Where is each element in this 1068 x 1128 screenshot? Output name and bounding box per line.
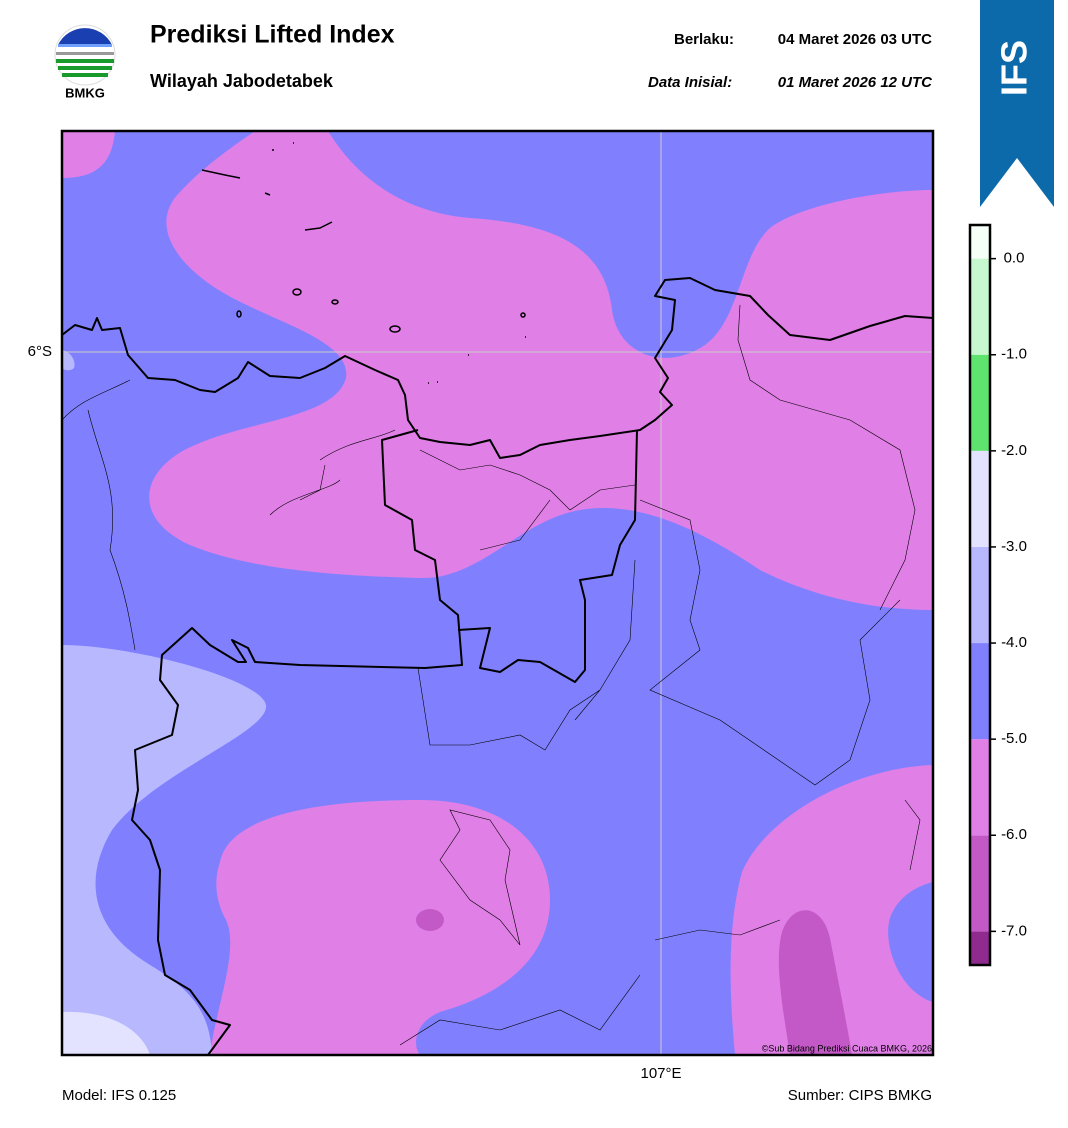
model: Model: IFS 0.125: [62, 1087, 176, 1104]
colorbar-tick-label: -2.0: [1001, 442, 1027, 459]
title: Prediksi Lifted Index: [150, 21, 395, 49]
logo-text: BMKG: [65, 85, 105, 100]
colorbar-tick-label: -1.0: [1001, 346, 1027, 363]
field: [62, 350, 75, 371]
colorbar-bin: [970, 546, 990, 644]
province-border: [131, 429, 463, 1055]
field: [778, 910, 852, 1055]
colorbar-tick-label: -6.0: [1001, 826, 1027, 843]
map: ©Sub Bidang Prediksi Cuaca BMKG, 2026: [62, 131, 933, 1055]
colorbar-tick-label: 0.0: [1004, 250, 1025, 267]
colorbar-bin: [970, 643, 990, 740]
field: [416, 909, 444, 931]
colorbar-bin: [970, 354, 990, 451]
logo: BMKG: [54, 24, 116, 100]
valid-label: Berlaku:: [674, 31, 734, 48]
valid-time: 04 Maret 2026 03 UTC: [778, 31, 932, 48]
lat-label: 6°S: [28, 343, 52, 360]
source: Sumber: CIPS BMKG: [788, 1087, 932, 1104]
coastline: [62, 277, 933, 459]
field: [210, 800, 550, 1055]
islands: [201, 142, 526, 384]
colorbar-tick-label: -7.0: [1001, 922, 1027, 939]
lon-label: 107°E: [640, 1065, 681, 1082]
copyright: ©Sub Bidang Prediksi Cuaca BMKG, 2026: [762, 1043, 932, 1053]
colorbar-tick-label: -4.0: [1001, 634, 1027, 651]
badge-text: IFS: [994, 40, 1035, 96]
map-frame: [60, 129, 935, 1057]
colorbar-frame: [968, 223, 992, 967]
field: [62, 645, 267, 1055]
colorbar-bin: [970, 739, 990, 836]
field: [62, 131, 115, 178]
field: [62, 1011, 150, 1055]
colorbar-bin: [970, 835, 990, 932]
badge: [980, 0, 1054, 207]
colorbar-bin: [970, 450, 990, 547]
province-border: [457, 429, 638, 683]
colorbar-tick-label: -3.0: [1001, 538, 1027, 555]
colorbar-bin: [970, 225, 990, 259]
init-label: Data Inisial:: [648, 74, 732, 91]
subtitle: Wilayah Jabodetabek: [150, 71, 334, 91]
field: [149, 131, 933, 610]
init-time: 01 Maret 2026 12 UTC: [778, 74, 933, 91]
colorbar-tick-label: -5.0: [1001, 730, 1027, 747]
colorbar: 0.0 -1.0 -2.0 -3.0 -4.0 -5.0 -6.0 -7.0: [968, 223, 1027, 967]
colorbar-bin: [970, 258, 990, 355]
colorbar-bin: [970, 931, 990, 965]
admin-border: [62, 304, 921, 1046]
